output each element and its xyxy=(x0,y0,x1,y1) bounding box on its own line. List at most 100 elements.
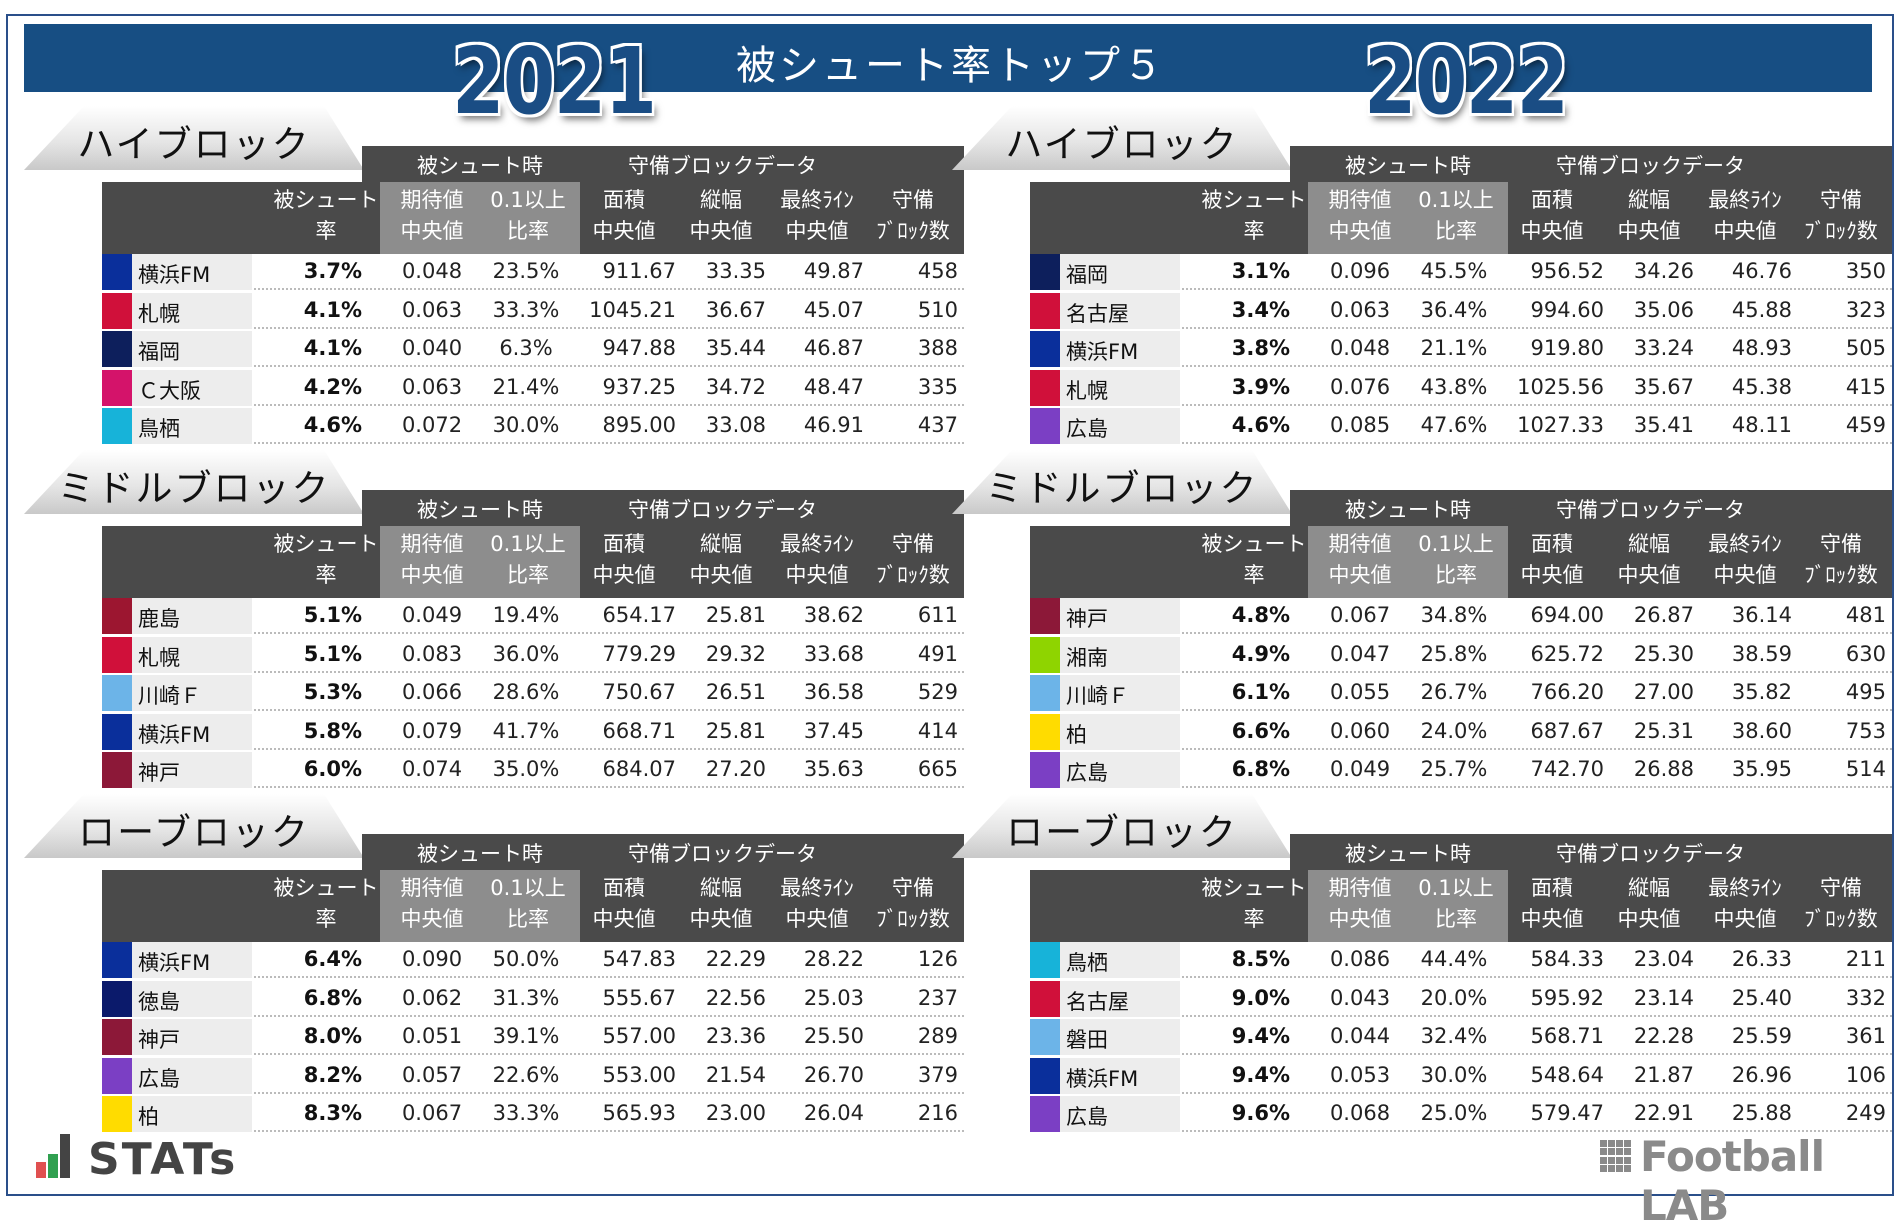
cell-line: 45.88 xyxy=(1731,297,1792,322)
cell-depth: 22.56 xyxy=(705,985,766,1010)
header-shot-subgroup xyxy=(1308,870,1508,942)
team-cell-bg xyxy=(132,636,252,673)
section-title: ローブロック xyxy=(78,811,310,854)
cell-rate: 4.1% xyxy=(303,336,362,361)
team-color-swatch xyxy=(102,713,132,750)
team-color-swatch xyxy=(102,292,132,329)
cell-area: 565.93 xyxy=(602,1101,676,1126)
team-cell-bg xyxy=(132,713,252,750)
column-header-line2: 中央値 xyxy=(689,907,753,931)
column-header-line1: 守備 xyxy=(1820,188,1862,212)
table-row: 横浜FM 3.8% 0.048 21.1% 919.80 33.24 48.93 505 xyxy=(1030,331,1892,368)
column-header-line2: 中央値 xyxy=(1713,907,1777,931)
cell-area: 553.00 xyxy=(602,1062,676,1087)
cell-ratio: 20.0% xyxy=(1420,985,1488,1010)
cell-xg: 0.040 xyxy=(401,336,463,361)
cell-count: 630 xyxy=(1845,641,1886,666)
cell-count: 335 xyxy=(917,374,958,399)
table-row: 札幌 4.1% 0.063 33.3% 1045.21 36.67 45.07 510 xyxy=(102,292,964,329)
column-header-line1: 0.1以上 xyxy=(1418,188,1494,212)
column-header-line1: 被シュート xyxy=(1201,188,1307,212)
cell-ratio: 25.0% xyxy=(1420,1101,1488,1126)
cell-rate: 3.8% xyxy=(1231,336,1290,361)
team-name: 広島 xyxy=(1066,1105,1108,1130)
team-color-swatch xyxy=(102,675,132,712)
team-color-swatch xyxy=(1030,254,1060,290)
team-cell-bg xyxy=(1060,369,1180,406)
table-row: 福岡 3.1% 0.096 45.5% 956.52 34.26 46.76 350 xyxy=(1030,254,1892,290)
cell-rate: 8.5% xyxy=(1231,947,1290,971)
cell-rate: 8.0% xyxy=(303,1024,362,1049)
cell-depth: 25.30 xyxy=(1633,641,1694,666)
cell-rate: 9.4% xyxy=(1231,1024,1290,1049)
cell-line: 45.07 xyxy=(803,297,864,322)
cell-area: 568.71 xyxy=(1530,1024,1604,1049)
cell-depth: 27.20 xyxy=(705,757,766,782)
cell-line: 46.76 xyxy=(1731,259,1792,283)
team-name: 鳥栖 xyxy=(138,417,180,442)
cell-depth: 35.67 xyxy=(1633,374,1694,399)
cell-area: 625.72 xyxy=(1530,641,1604,666)
cell-line: 35.95 xyxy=(1731,757,1792,782)
team-name: 横浜FM xyxy=(138,951,211,975)
cell-area: 547.83 xyxy=(602,947,676,971)
team-name: 横浜FM xyxy=(138,263,211,287)
cell-count: 323 xyxy=(1845,297,1886,322)
cell-xg: 0.066 xyxy=(401,680,463,705)
team-cell-bg xyxy=(132,408,252,445)
column-header-line2: 中央値 xyxy=(1617,563,1681,587)
cell-xg: 0.055 xyxy=(1329,680,1391,705)
team-name: 広島 xyxy=(138,1066,180,1091)
column-header-line2: 率 xyxy=(315,907,337,931)
column-header-line2: 率 xyxy=(1243,907,1265,931)
cell-area: 684.07 xyxy=(602,757,676,782)
group-label-shot: 被シュート時 xyxy=(1345,498,1471,522)
cell-count: 505 xyxy=(1845,336,1886,361)
cell-area: 548.64 xyxy=(1530,1062,1604,1087)
cell-ratio: 39.1% xyxy=(492,1024,560,1049)
cell-rate: 9.4% xyxy=(1231,1062,1290,1087)
cell-xg: 0.043 xyxy=(1329,985,1391,1010)
group-label-block: 守備ブロックデータ xyxy=(628,154,817,178)
column-header-line1: 縦幅 xyxy=(1628,532,1670,556)
section-title: ローブロック xyxy=(1006,811,1238,854)
cell-ratio: 32.4% xyxy=(1420,1024,1488,1049)
team-color-swatch xyxy=(1030,752,1060,789)
column-header-line2: ﾌﾞﾛｯｸ数 xyxy=(1804,219,1878,243)
section-tab xyxy=(952,106,1292,170)
cell-area: 779.29 xyxy=(602,641,676,666)
team-color-swatch xyxy=(1030,675,1060,712)
column-header-line1: 面積 xyxy=(603,188,645,212)
cell-ratio: 45.5% xyxy=(1420,259,1488,283)
table-row: 横浜FM 3.7% 0.048 23.5% 911.67 33.35 49.87 458 xyxy=(102,254,964,290)
cell-area: 579.47 xyxy=(1530,1101,1604,1126)
cell-count: 216 xyxy=(917,1101,958,1126)
table-row: 横浜FM 6.4% 0.090 50.0% 547.83 22.29 28.22 126 xyxy=(102,942,964,978)
cell-area: 687.67 xyxy=(1530,718,1604,743)
column-header-line1: 縦幅 xyxy=(700,532,742,556)
team-color-swatch xyxy=(1030,636,1060,673)
cell-area: 742.70 xyxy=(1530,757,1604,782)
cell-count: 753 xyxy=(1845,718,1886,743)
table-row: 名古屋 3.4% 0.063 36.4% 994.60 35.06 45.88 323 xyxy=(1030,292,1892,329)
cell-line: 36.14 xyxy=(1731,603,1792,627)
cell-rate: 4.9% xyxy=(1231,641,1290,666)
team-name: 鳥栖 xyxy=(1066,951,1108,975)
cell-line: 48.93 xyxy=(1731,336,1792,361)
column-header-line1: 最終ﾗｲﾝ xyxy=(780,532,854,556)
column-header-line2: 比率 xyxy=(507,563,549,587)
column-header-line2: 比率 xyxy=(1435,219,1477,243)
team-name: 福岡 xyxy=(1066,263,1108,287)
column-header-line1: 面積 xyxy=(603,532,645,556)
header-group-bar xyxy=(362,490,964,526)
team-color-swatch xyxy=(102,980,132,1017)
column-header-line2: 率 xyxy=(315,563,337,587)
team-name: 川崎Ｆ xyxy=(1066,684,1129,709)
group-label-shot: 被シュート時 xyxy=(1345,154,1471,178)
cell-ratio: 19.4% xyxy=(492,603,560,627)
cell-depth: 36.67 xyxy=(705,297,766,322)
table-row: 鳥栖 4.6% 0.072 30.0% 895.00 33.08 46.91 437 xyxy=(102,408,964,445)
team-cell-bg xyxy=(132,369,252,406)
cell-ratio: 50.0% xyxy=(492,947,560,971)
cell-xg: 0.062 xyxy=(401,985,463,1010)
